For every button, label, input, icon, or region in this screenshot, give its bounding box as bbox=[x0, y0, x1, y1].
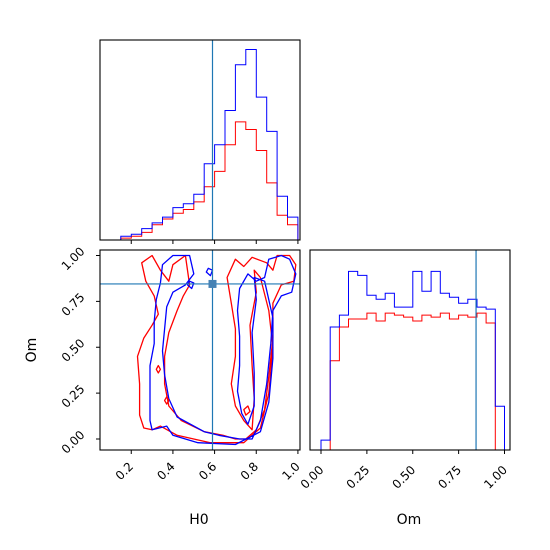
frame-joint bbox=[99, 249, 301, 451]
x-axis-label-om: Om bbox=[397, 512, 422, 528]
contour-blue-6 bbox=[205, 267, 214, 277]
tick-label-joint-h0-0: 0.2 bbox=[113, 459, 136, 482]
tick-label-right-om-4: 1.00 bbox=[481, 463, 510, 492]
contour-blue-5 bbox=[186, 280, 195, 290]
axes-frames bbox=[99, 39, 511, 451]
x-axis-label-h0: H0 bbox=[189, 512, 208, 528]
contour-red-3 bbox=[163, 396, 170, 405]
histogram-h0-blue bbox=[120, 49, 299, 240]
truth-marker bbox=[208, 279, 217, 288]
tick-layer: 0.2 0.4 0.6 0.8 1.00.000.250.500.751.000.00 0… bbox=[59, 240, 510, 492]
tick-label-right-om-1: 0.25 bbox=[344, 463, 373, 492]
contour-red-2 bbox=[155, 364, 162, 374]
frame-right-histogram bbox=[309, 249, 511, 451]
tick-label-joint-h0-2: 0.6 bbox=[196, 459, 219, 482]
tick-label-joint-om-0: 0.00 bbox=[59, 428, 88, 457]
histogram-om-red bbox=[321, 312, 505, 451]
histogram-om-blue bbox=[320, 270, 505, 450]
histogram-h0-red bbox=[120, 121, 299, 240]
y-axis-label-om: Om bbox=[24, 338, 40, 363]
tick-label-joint-h0-3: 0.8 bbox=[238, 459, 261, 482]
tick-label-joint-om-3: 0.75 bbox=[59, 290, 88, 319]
tick-label-right-om-0: 0.00 bbox=[298, 463, 327, 492]
tick-label-right-om-3: 0.75 bbox=[435, 463, 464, 492]
tick-label-joint-om-4: 1.00 bbox=[59, 244, 88, 273]
contour-red-4 bbox=[243, 405, 251, 416]
contour-blue-1 bbox=[149, 254, 297, 446]
tick-label-joint-h0-1: 0.4 bbox=[154, 459, 177, 482]
tick-label-joint-om-2: 0.50 bbox=[59, 336, 88, 365]
tick-label-joint-om-1: 0.25 bbox=[59, 382, 88, 411]
frame-top-histogram bbox=[99, 39, 301, 241]
truth-marker-layer bbox=[100, 40, 477, 450]
tick-label-right-om-2: 0.50 bbox=[390, 463, 419, 492]
histogram-layer bbox=[120, 49, 505, 451]
contour-layer bbox=[136, 254, 297, 446]
